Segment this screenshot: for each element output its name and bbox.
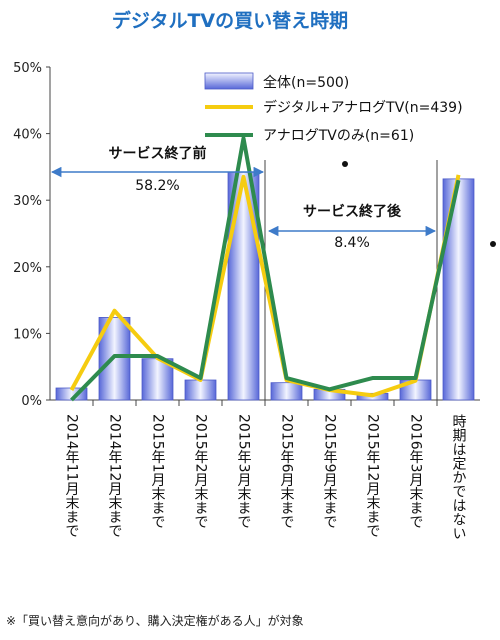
bar bbox=[184, 379, 217, 401]
marker-dot bbox=[342, 161, 348, 167]
x-tick-label: 2015年9月末まで bbox=[322, 414, 338, 529]
x-tick-label: 2016年3月末まで bbox=[408, 414, 424, 529]
y-tick-label: 40% bbox=[13, 128, 42, 143]
series-line-analog-only bbox=[70, 136, 461, 402]
annotation-value: 58.2% bbox=[135, 178, 179, 194]
annotation-value: 8.4% bbox=[334, 235, 370, 251]
x-tick-label: 2015年12月末まで bbox=[365, 414, 381, 538]
chart-canvas: 0% 10% 20% 30% 40% 50% 2014年11月末まで 2014年12月末まで 2… bbox=[13, 61, 496, 540]
y-tick-label: 30% bbox=[13, 194, 42, 209]
legend-swatch-bar bbox=[204, 72, 254, 90]
annotation-label: サービス終了前 bbox=[109, 145, 207, 162]
x-tick-label: 時期は定かではない bbox=[451, 414, 467, 540]
series-line-digital-analog bbox=[69, 174, 461, 398]
y-tick-label: 0% bbox=[21, 394, 42, 409]
footnote: ※「買い替え意向があり、購入決定権がある人」が対象 bbox=[6, 614, 304, 628]
x-tick-label: 2015年6月末まで bbox=[279, 414, 295, 529]
y-tick-label: 20% bbox=[13, 261, 42, 276]
x-tick-label: 2014年12月末まで bbox=[107, 414, 123, 538]
legend-label: デジタル+アナログTV(n=439) bbox=[263, 99, 463, 116]
legend-label: アナログTVのみ(n=61) bbox=[263, 128, 414, 144]
marker-dot bbox=[490, 241, 496, 247]
bar bbox=[442, 178, 475, 401]
legend-label: 全体(n=500) bbox=[263, 74, 349, 91]
x-tick-label: 2015年2月末まで bbox=[193, 414, 209, 529]
x-tick-label: 2015年3月末まで bbox=[236, 414, 252, 529]
annotation-label: サービス終了後 bbox=[303, 203, 402, 220]
x-tick-label: 2015年1月末まで bbox=[150, 414, 166, 529]
bar bbox=[270, 382, 303, 401]
y-tick-label: 10% bbox=[13, 327, 42, 342]
x-tick-label: 2014年11月末まで bbox=[64, 414, 80, 538]
chart-title: デジタルTVの買い替え時期 bbox=[111, 10, 349, 32]
bar bbox=[227, 171, 260, 401]
y-tick-label: 50% bbox=[13, 61, 42, 76]
